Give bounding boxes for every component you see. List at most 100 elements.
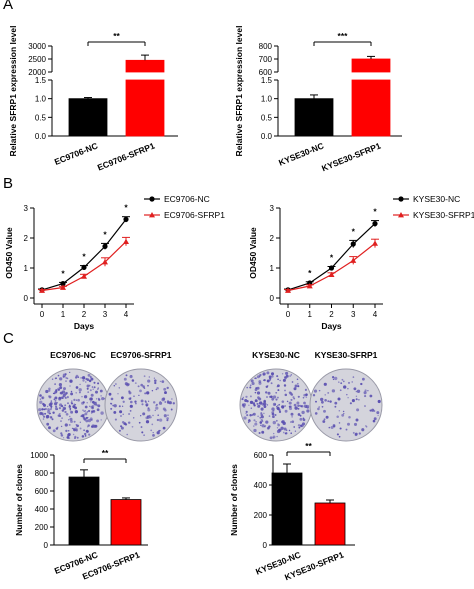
C-left-dish-sfrp1-colony bbox=[166, 400, 170, 403]
C-left-dish-sfrp1-colony bbox=[141, 403, 144, 406]
C-left-dish-sfrp1-colony bbox=[143, 434, 145, 436]
C-left-dish-sfrp1-colony bbox=[166, 417, 169, 420]
C-left-dish-nc-colony bbox=[91, 406, 94, 409]
C-left-dish-nc-colony bbox=[64, 404, 67, 407]
C-left-dish-nc-colony bbox=[73, 420, 76, 423]
C-left-dish-sfrp1-colony bbox=[120, 396, 124, 400]
C-right-dish-nc-colony bbox=[290, 374, 292, 376]
C-right-dish-nc-colony bbox=[297, 407, 300, 410]
C-right-dish-nc-colony bbox=[264, 404, 266, 406]
C-left-dish-nc-colony bbox=[83, 429, 85, 432]
C-right-dish-nc-colony bbox=[294, 430, 297, 432]
C-left-dish-nc-colony bbox=[66, 377, 69, 380]
C-left-dish-nc-colony bbox=[91, 410, 94, 413]
C-left-dish-sfrp1-colony bbox=[162, 397, 166, 401]
C-right-dish-nc-colony bbox=[282, 378, 286, 382]
C-right-dish-nc-colony bbox=[249, 400, 254, 405]
C-right-dish-sfrp1-colony bbox=[347, 387, 349, 390]
C-left-dish-nc-colony bbox=[84, 432, 87, 436]
C-right-dish-nc-colony bbox=[270, 382, 273, 385]
C-right-dish-nc-colony bbox=[288, 401, 292, 405]
C-left-dish-nc-colony bbox=[74, 376, 78, 379]
C-left-dish-nc-colony bbox=[61, 409, 65, 412]
C-right-dish-nc-colony bbox=[271, 412, 275, 416]
C-left-dish-sfrp1-colony bbox=[147, 379, 151, 383]
C-left-dish-sfrp1-colony bbox=[152, 431, 154, 434]
C-right-dish-nc-colony bbox=[286, 400, 289, 403]
C-left-dish-nc-colony bbox=[70, 390, 73, 393]
C-left-dish-nc-colony bbox=[88, 379, 92, 383]
C-left-dish-nc-colony bbox=[55, 405, 58, 408]
C-left-dish-sfrp1-colony bbox=[138, 394, 140, 397]
C-right-dish-nc-colony bbox=[284, 405, 286, 407]
C-left-dish-nc-colony bbox=[69, 407, 72, 410]
C-left-dish-nc-colony bbox=[93, 402, 97, 406]
A-left-y-axis-title: Relative SFRP1 expression level bbox=[8, 26, 18, 157]
C-right-dish-nc-colony bbox=[256, 386, 260, 390]
C-right-dish-nc-colony bbox=[260, 407, 264, 411]
C-left-dish-nc-colony bbox=[100, 395, 102, 397]
C-left-dish-nc-colony bbox=[57, 414, 61, 417]
C-right-dish-sfrp1-colony bbox=[353, 387, 357, 391]
C-right-dish-nc-colony bbox=[242, 396, 244, 399]
C-left-dish-nc-colony bbox=[100, 419, 102, 421]
C-left-dish-sfrp1-colony bbox=[122, 413, 124, 416]
C-right-dish-nc-colony bbox=[266, 396, 268, 398]
C-left-dish-sfrp1-colony bbox=[152, 401, 156, 404]
C-right-dish-sfrp1-colony bbox=[373, 410, 376, 412]
A-left-ytick-label-lower-2: 1.0 bbox=[35, 95, 47, 104]
C-left-dish-nc-colony bbox=[85, 419, 89, 423]
A-left-ytick-label-lower-0: 0.0 bbox=[35, 132, 47, 141]
A-left-category-label-0: EC9706-NC bbox=[53, 141, 99, 167]
C-left-dish-nc-colony bbox=[69, 371, 71, 374]
C-left-dish-sfrp1-colony bbox=[129, 410, 132, 412]
C-right-dish-sfrp1-colony bbox=[347, 397, 349, 399]
C-right-dish-nc-colony bbox=[270, 395, 273, 399]
C-left-dish-nc-colony bbox=[82, 409, 84, 412]
B-left-y-axis-title: OD450 Value bbox=[4, 227, 14, 279]
C-left-ytick-label-3: 600 bbox=[35, 487, 49, 496]
C-right-dish-nc-colony bbox=[253, 419, 256, 422]
C-right-dish-sfrp1-colony bbox=[354, 432, 358, 436]
C-right-dish-sfrp1-colony bbox=[324, 394, 326, 396]
C-left-dish-nc-colony bbox=[68, 405, 72, 409]
C-left-dish-nc-colony bbox=[70, 410, 74, 414]
C-left-dish-nc-colony bbox=[45, 389, 49, 394]
C-left-dish-nc-colony bbox=[66, 395, 69, 399]
C-left-dish-nc-colony bbox=[60, 404, 64, 408]
C-left-dish-sfrp1-colony bbox=[163, 387, 167, 391]
C-left-dish-nc-colony bbox=[74, 427, 78, 431]
C-left-dish-sfrp1-colony bbox=[123, 377, 127, 381]
C-right-dish-sfrp1-colony bbox=[330, 425, 334, 430]
C-left-dish-nc-colony bbox=[89, 405, 91, 408]
C-left-dish-sfrp1-colony bbox=[155, 406, 159, 410]
C-left-dish-nc-colony bbox=[39, 411, 43, 415]
C-left-dish-nc-colony bbox=[49, 408, 52, 411]
C-left-dish-sfrp1-colony bbox=[148, 376, 150, 378]
C-left-dish-nc-colony bbox=[52, 411, 55, 414]
C-right-dish-nc-colony bbox=[284, 376, 287, 379]
C-left-dish-nc-colony bbox=[70, 402, 74, 405]
C-right-dish-nc-colony bbox=[293, 426, 296, 428]
C-right-dish-nc-colony bbox=[249, 414, 252, 417]
A-left-ytick-label-lower-1: 0.5 bbox=[35, 113, 47, 122]
C-left-dish-nc-colony bbox=[48, 395, 52, 399]
C-right-dish-nc-colony bbox=[292, 396, 295, 399]
C-right-dish-nc-colony bbox=[272, 415, 275, 419]
C-left-dish-nc-colony bbox=[84, 405, 88, 409]
C-right-dish-nc-colony bbox=[251, 381, 255, 386]
B-right-series-1-point-3 bbox=[350, 257, 357, 263]
C-left-dish-sfrp1-colony bbox=[159, 380, 162, 383]
C-left-dish-sfrp1-colony bbox=[133, 395, 135, 398]
C-right-dish-nc-colony bbox=[252, 402, 256, 406]
C-right-dish-nc-colony bbox=[250, 379, 254, 383]
C-right-dish-nc-colony bbox=[296, 378, 299, 381]
C-right-dish-nc-colony bbox=[290, 398, 293, 401]
C-left-dish-sfrp1-colony bbox=[149, 414, 151, 417]
C-left-dish-nc-colony bbox=[78, 388, 82, 392]
C-left-dish-nc-colony bbox=[84, 412, 88, 416]
C-right-dish-nc-colony bbox=[243, 416, 247, 420]
C-right-dish-nc-colony bbox=[297, 404, 300, 407]
C-left-dish-nc-colony bbox=[75, 423, 78, 426]
